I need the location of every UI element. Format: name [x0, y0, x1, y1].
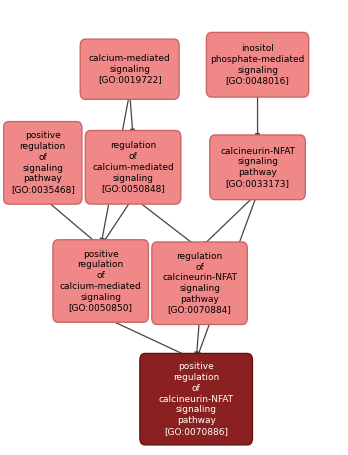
Text: calcium-mediated
signaling
[GO:0019722]: calcium-mediated signaling [GO:0019722] [89, 54, 171, 85]
FancyBboxPatch shape [210, 135, 305, 200]
FancyBboxPatch shape [85, 131, 181, 204]
Text: positive
regulation
of
signaling
pathway
[GO:0035468]: positive regulation of signaling pathway… [11, 131, 74, 194]
Text: positive
regulation
of
calcium-mediated
signaling
[GO:0050850]: positive regulation of calcium-mediated … [60, 250, 142, 313]
FancyBboxPatch shape [80, 39, 179, 99]
Text: inositol
phosphate-mediated
signaling
[GO:0048016]: inositol phosphate-mediated signaling [G… [211, 44, 305, 86]
Text: calcineurin-NFAT
signaling
pathway
[GO:0033173]: calcineurin-NFAT signaling pathway [GO:0… [220, 147, 295, 188]
FancyBboxPatch shape [152, 242, 247, 324]
FancyBboxPatch shape [53, 240, 148, 322]
FancyBboxPatch shape [140, 354, 252, 445]
Text: positive
regulation
of
calcineurin-NFAT
signaling
pathway
[GO:0070886]: positive regulation of calcineurin-NFAT … [159, 363, 234, 436]
Text: regulation
of
calcineurin-NFAT
signaling
pathway
[GO:0070884]: regulation of calcineurin-NFAT signaling… [162, 252, 237, 314]
Text: regulation
of
calcium-mediated
signaling
[GO:0050848]: regulation of calcium-mediated signaling… [92, 142, 174, 193]
FancyBboxPatch shape [206, 32, 309, 97]
FancyBboxPatch shape [3, 121, 82, 204]
